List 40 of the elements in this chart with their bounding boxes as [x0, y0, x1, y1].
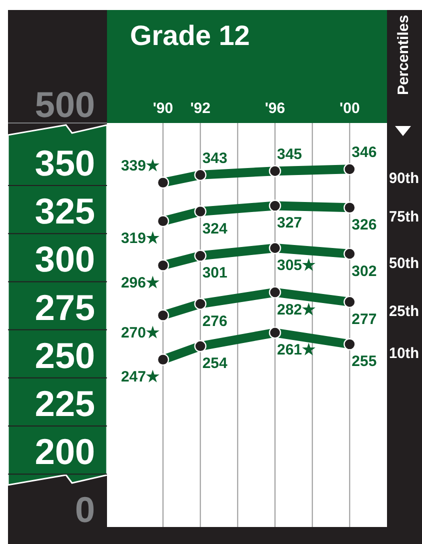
data-label: 345 — [277, 146, 302, 164]
text: 75th — [389, 208, 420, 226]
text: 500 — [34, 84, 95, 125]
data-label: 343 — [202, 150, 228, 167]
y-tick-label: 225 — [34, 382, 95, 424]
data-label: 255 — [352, 353, 377, 370]
x-tick-label: '92 — [190, 100, 210, 117]
text: 10th — [389, 345, 420, 362]
data-label: 254 — [202, 355, 228, 372]
y-tick-label: 275 — [34, 286, 95, 328]
data-label: 339★ — [120, 158, 160, 175]
x-tick-label: '90 — [152, 100, 174, 117]
data-label: 261★ — [277, 342, 316, 359]
text: 90th — [389, 170, 420, 188]
x-tick-label: '00 — [340, 100, 360, 117]
x-tick-label: '96 — [264, 100, 286, 117]
data-label: 324 — [202, 220, 228, 238]
data-label: 296★ — [120, 274, 160, 292]
text: 0 — [74, 489, 95, 530]
data-label: 301 — [202, 264, 228, 282]
data-label: 270★ — [120, 324, 160, 342]
text: 25th — [389, 302, 420, 320]
data-label: 277 — [352, 310, 377, 328]
data-label: 305★ — [277, 257, 316, 274]
y-tick-label: 200 — [34, 431, 95, 472]
data-label: 302 — [352, 262, 377, 280]
chart-title: Grade 12 — [130, 20, 250, 51]
text: 50th — [389, 254, 420, 272]
y-tick-label: 300 — [34, 238, 95, 280]
y-tick-label: 250 — [34, 334, 95, 376]
legend-title: Percentiles — [395, 14, 412, 95]
data-label: 319★ — [120, 230, 160, 248]
data-label: 327 — [277, 214, 302, 232]
data-label: 276 — [202, 312, 228, 330]
data-label: 326 — [352, 216, 377, 234]
y-tick-label: 325 — [34, 190, 95, 232]
data-label: 346 — [352, 144, 377, 162]
y-tick-label: 350 — [34, 142, 95, 184]
data-label: 247★ — [120, 368, 160, 386]
data-label: 282★ — [277, 301, 316, 318]
